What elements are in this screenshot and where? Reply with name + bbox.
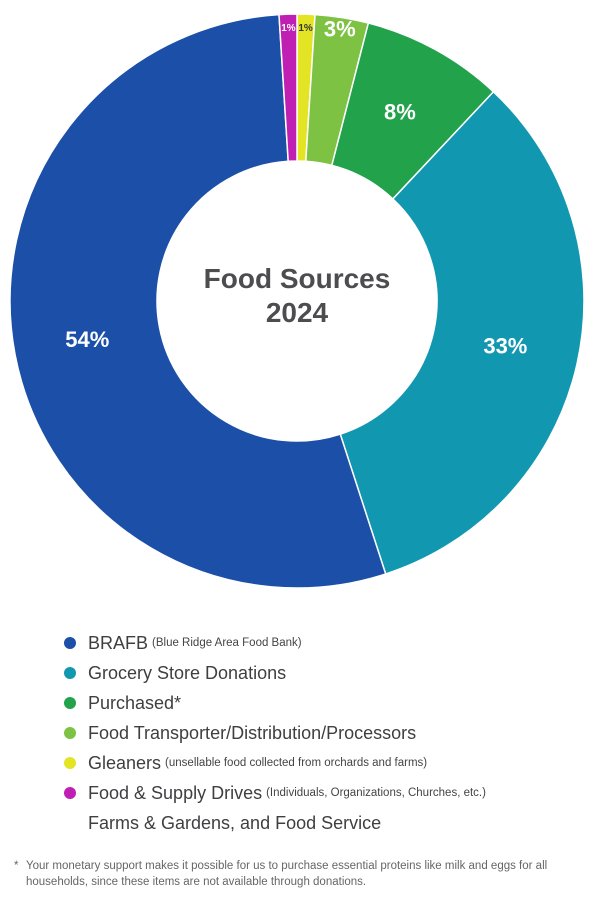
donut-slice	[9, 13, 387, 589]
donut-chart: 1% 3% 8% 33% 54% 1%	[9, 13, 585, 589]
data-label: 3%	[324, 17, 356, 42]
legend-item: Food & Supply Drives (Individuals, Organi…	[60, 778, 590, 808]
legend-continuation: Farms & Gardens, and Food Service	[88, 812, 382, 833]
legend-item: Purchased*	[60, 688, 590, 718]
data-label: 1%	[298, 23, 313, 34]
legend-item: Gleaners (unsellable food collected from …	[60, 748, 590, 778]
footnote-marker: *	[14, 860, 19, 872]
legend-label: Grocery Store Donations	[88, 662, 287, 683]
legend-marker	[64, 787, 76, 799]
legend-item: BRAFB (Blue Ridge Area Food Bank)	[60, 628, 590, 658]
data-label: 54%	[65, 327, 109, 352]
legend-label: BRAFB	[88, 632, 149, 653]
donut-slice	[278, 13, 298, 163]
donut-slice	[339, 90, 585, 575]
legend-marker	[64, 757, 76, 769]
legend-label: Food & Supply Drives	[88, 782, 263, 803]
legend-label: Purchased*	[88, 692, 182, 713]
data-label: 8%	[384, 100, 416, 125]
data-label: 1%	[281, 23, 296, 34]
legend-label: Food Transporter/Distribution/Processors	[88, 722, 417, 743]
footnote-text: Your monetary support makes it possible …	[26, 860, 548, 888]
legend-detail: (unsellable food collected from orchards…	[165, 757, 428, 769]
legend-label: Gleaners	[88, 752, 162, 773]
legend-marker	[64, 697, 76, 709]
chart-title: Food Sources 2024	[203, 263, 391, 328]
legend-marker	[64, 727, 76, 739]
legend-detail: (Blue Ridge Area Food Bank)	[152, 637, 302, 649]
data-label: 33%	[483, 333, 527, 358]
legend: BRAFB (Blue Ridge Area Food Bank) Grocery …	[60, 628, 590, 838]
legend-item: Food Transporter/Distribution/Processors	[60, 718, 590, 748]
legend-item: Grocery Store Donations	[60, 658, 590, 688]
footnote: * Your monetary support makes it possibl…	[14, 858, 594, 890]
legend-marker	[64, 667, 76, 679]
legend-detail: (Individuals, Organizations, Churches, e…	[266, 787, 486, 799]
legend-marker	[64, 637, 76, 649]
